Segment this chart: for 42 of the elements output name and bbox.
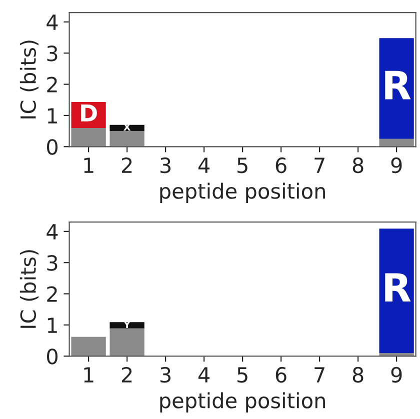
x-tick-label: 1 — [84, 158, 94, 173]
y-tick-label: 0 — [47, 348, 58, 364]
x-tick-label: 4 — [198, 367, 210, 382]
bar — [110, 322, 144, 328]
x-tick-label: 3 — [160, 157, 171, 174]
bar — [71, 336, 106, 356]
x-tick-label: 4 — [198, 158, 210, 173]
x-tick-label: 1 — [84, 367, 94, 382]
x-axis-title: peptide position — [160, 182, 325, 203]
x-tick-label: 2 — [122, 366, 132, 382]
y-tick-label: 2 — [47, 76, 57, 92]
bar — [71, 128, 106, 147]
bar — [379, 138, 414, 147]
x-tick-label: 8 — [352, 366, 364, 383]
y-tick-label: 3 — [47, 46, 58, 62]
y-tick-label: 4 — [46, 224, 58, 240]
y-tick-label: 2 — [47, 286, 57, 302]
series-label: R — [385, 273, 411, 302]
y-tick-label: 3 — [47, 255, 58, 271]
y-tick-label: 1 — [48, 108, 57, 124]
series-label: D — [81, 104, 97, 122]
x-tick-label: 6 — [276, 157, 286, 174]
x-tick-label: 5 — [238, 158, 248, 174]
x-tick-label: 3 — [160, 366, 171, 383]
x-tick-label: 7 — [314, 158, 324, 173]
bar — [110, 328, 144, 356]
x-tick-label: 2 — [122, 157, 132, 173]
x-tick-label: 8 — [352, 157, 364, 174]
x-axis-title: peptide position — [160, 392, 325, 412]
y-tick-label: 1 — [48, 318, 57, 333]
y-axis-title: IC (bits) — [20, 250, 38, 328]
series-label: R — [385, 70, 411, 100]
x-tick-label: 9 — [391, 366, 402, 383]
x-tick-label: 7 — [314, 367, 324, 382]
x-tick-label: 6 — [276, 366, 286, 383]
x-tick-label: 9 — [391, 157, 402, 174]
y-tick-label: 4 — [46, 14, 58, 30]
y-axis-title: IC (bits) — [20, 40, 38, 118]
bar — [110, 131, 144, 147]
y-tick-label: 0 — [47, 139, 58, 155]
x-tick-label: 5 — [238, 367, 248, 383]
bar — [379, 228, 414, 354]
